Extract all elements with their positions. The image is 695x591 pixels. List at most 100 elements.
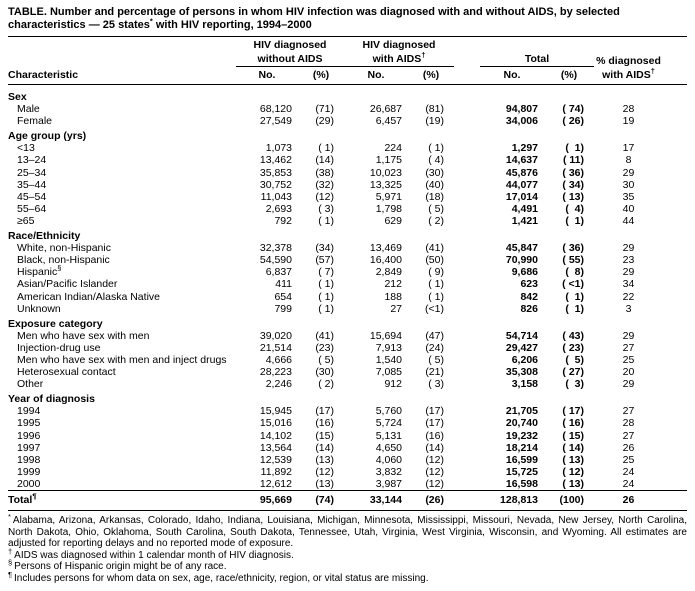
header-empty-cell: [8, 37, 236, 51]
column-gap: [454, 466, 480, 478]
no-hiv-with-aids: 5,131: [375, 429, 402, 442]
footnote-text: Includes persons for whom data on sex, a…: [14, 573, 429, 585]
pct-total: ( 43): [562, 329, 584, 342]
row-label: Asian/Pacific Islander: [17, 278, 118, 291]
no-hiv-without-aids: 39,020: [259, 329, 292, 342]
no-total: 45,876: [505, 166, 538, 179]
pct-total: ( 3): [565, 378, 584, 391]
pct-total: ( 13): [562, 477, 584, 490]
row-label: Other: [17, 378, 44, 391]
no-total: 19,232: [505, 429, 538, 442]
no-hiv-with-aids: 13,325: [369, 178, 402, 191]
row-label: Black, non-Hispanic: [17, 254, 110, 267]
pct-hiv-with-aids: ( 9): [428, 266, 444, 279]
pct-hiv-with-aids: (26): [408, 489, 454, 512]
table-row: Asian/Pacific Islander 411 ( 1) 212 ( 1) 623 (…: [8, 278, 687, 290]
column-gap: [454, 167, 480, 179]
pct-hiv-without-aids: ( 1): [318, 278, 334, 291]
pct-hiv-with-aids: ( 5): [428, 202, 444, 215]
col-pct-diagnosed-line1: % diagnosed: [596, 54, 661, 67]
no-hiv-with-aids: 15,694: [369, 329, 402, 342]
no-hiv-without-aids: 4,666: [265, 353, 292, 366]
column-gap: [454, 454, 480, 466]
column-gap: [454, 115, 480, 127]
table-row: Female 27,549 (29) 6,457 (19) 34,006 ( 26) 19: [8, 115, 687, 127]
row-label: 55–64: [17, 202, 47, 215]
table-row: Other 2,246 ( 2) 912 ( 3) 3,158 ( 3) 29: [8, 378, 687, 390]
pct-hiv-without-aids: (32): [315, 178, 334, 191]
no-hiv-with-aids: 10,023: [369, 166, 402, 179]
pct-diagnosed-with-aids: 28: [622, 417, 635, 430]
pct-diagnosed-with-aids: 27: [622, 405, 635, 418]
pct-total: ( 1): [565, 142, 584, 155]
pct-hiv-without-aids: (57): [315, 254, 334, 267]
no-total: 44,077: [505, 178, 538, 191]
table-title-text: TABLE. Number and percentage of persons …: [8, 6, 620, 31]
footnote-text: AIDS was diagnosed within 1 calendar mon…: [14, 549, 294, 561]
pct-diagnosed-with-aids: 8: [625, 154, 632, 167]
column-gap: [454, 366, 480, 378]
row-label: 45–54: [17, 190, 47, 203]
pct-diagnosed-with-aids: 23: [622, 254, 635, 267]
table-row: Hispanic§ 6,837 ( 7) 2,849 ( 9) 9,686 ( 8) 29: [8, 263, 687, 279]
pct-hiv-without-aids: ( 1): [318, 290, 334, 303]
col-group-hiv-with-aids-line1: HIV diagnosed: [362, 39, 436, 51]
pct-total: ( 34): [562, 178, 584, 191]
column-gap: [454, 330, 480, 342]
column-gap: [454, 489, 480, 512]
col-label: with AIDS: [602, 69, 651, 81]
pct-hiv-with-aids: (16): [425, 429, 444, 442]
no-hiv-with-aids: 7,085: [375, 366, 402, 379]
table-row: Men who have sex with men 39,020 (41) 15,69…: [8, 330, 687, 342]
pct-total: ( 12): [562, 465, 584, 478]
table-row: Heterosexual contact 28,223 (30) 7,085 (21) 3…: [8, 366, 687, 378]
pct-diagnosed-with-aids: 29: [622, 329, 635, 342]
no-hiv-with-aids: 629: [384, 214, 402, 227]
col-group-hiv-with-aids-line2: with AIDS†: [344, 51, 454, 67]
table-body: Sex Male 68,120 (71) 26,687 (81) 94,807 ( 74) 28…: [8, 85, 687, 491]
total-label-text: Total: [8, 494, 33, 506]
no-hiv-without-aids: 2,246: [265, 378, 292, 391]
col-group-label: with AIDS: [372, 53, 422, 65]
table-row: 2000 12,612 (13) 3,987 (12) 16,598 ( 13) 24: [8, 478, 687, 491]
table-row: 45–54 11,043 (12) 5,971 (18) 17,014 ( 13) 35: [8, 191, 687, 203]
no-hiv-with-aids: 4,650: [375, 441, 402, 454]
pct-total: ( 1): [565, 290, 584, 303]
pct-hiv-without-aids: ( 1): [318, 302, 334, 315]
table-footer: Total¶ 95,669 (74) 33,144 (26) 128,813 (…: [8, 489, 687, 512]
pct-hiv-without-aids: (12): [315, 190, 334, 203]
row-label: 1995: [17, 417, 41, 430]
pct-hiv-with-aids: ( 1): [428, 278, 444, 291]
no-total: 29,427: [505, 341, 538, 354]
pct-hiv-with-aids: (81): [425, 103, 444, 116]
col-characteristic: Characteristic: [8, 66, 236, 85]
col-no-total: No.: [480, 66, 544, 85]
no-hiv-without-aids: 27,549: [259, 115, 292, 128]
no-hiv-without-aids: 30,752: [259, 178, 292, 191]
row-label: Hispanic§: [17, 263, 62, 279]
no-total: 6,206: [511, 353, 538, 366]
footnote-states: * Alabama, Arizona, Arkansas, Colorado, I…: [8, 513, 687, 550]
pct-total: ( 26): [562, 115, 584, 128]
row-label: ≥65: [17, 214, 35, 227]
no-hiv-without-aids: 68,120: [259, 103, 292, 116]
pct-total: ( 11): [562, 154, 584, 167]
pct-hiv-with-aids: (21): [425, 366, 444, 379]
header-gap-cell: [454, 51, 480, 67]
no-total: 20,740: [505, 417, 538, 430]
no-hiv-with-aids: 912: [384, 378, 402, 391]
col-pct-diagnosed-line2: with AIDS†: [594, 66, 687, 85]
pct-diagnosed-with-aids: 27: [622, 429, 635, 442]
column-gap: [454, 378, 480, 390]
pct-hiv-with-aids: (24): [425, 341, 444, 354]
footnote-aids-diagnosis: † AIDS was diagnosed within 1 calendar mo…: [8, 547, 687, 562]
no-hiv-with-aids: 1,798: [375, 202, 402, 215]
table-row: Men who have sex with men and inject dru…: [8, 354, 687, 366]
row-label: 1997: [17, 441, 41, 454]
table-row: 13–24 13,462 (14) 1,175 ( 4) 14,637 ( 11) 8: [8, 154, 687, 166]
pct-hiv-without-aids: (74): [298, 489, 344, 512]
section-label: Sex: [8, 91, 27, 103]
pct-total: (100): [544, 489, 594, 512]
no-total: 70,990: [505, 254, 538, 267]
row-label: Heterosexual contact: [17, 366, 116, 379]
